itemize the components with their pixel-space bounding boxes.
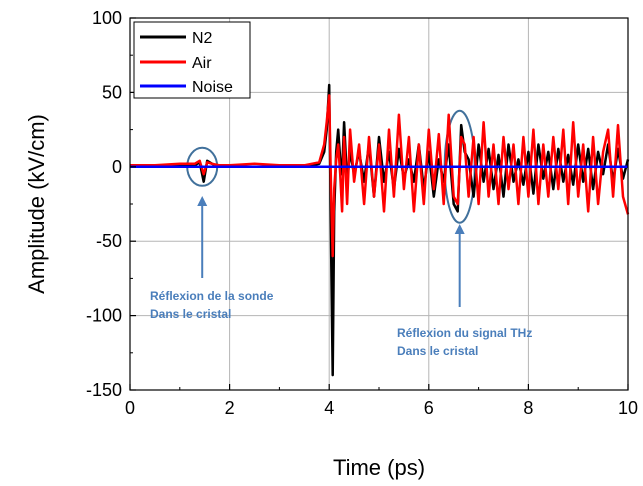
legend-label-air: Air (192, 55, 212, 72)
x-tick-label: 2 (225, 398, 235, 418)
annotation-1-line-1: Réflexion de la sonde (150, 289, 274, 303)
y-axis-title: Amplitude (kV/cm) (24, 114, 49, 294)
legend: N2 Air Noise (133, 21, 251, 99)
x-tick-label: 4 (324, 398, 334, 418)
series-lines (130, 83, 630, 377)
x-tick-label: 0 (125, 398, 135, 418)
y-tick-label: -150 (86, 380, 122, 400)
y-tick-label: 50 (102, 82, 122, 102)
ticks: 0 2 4 6 8 10 -150 -100 -50 0 50 100 (86, 8, 638, 418)
x-tick-label: 10 (618, 398, 638, 418)
annotation-1-line-2: Dans le cristal (150, 307, 231, 321)
annotation-arrowhead-1 (197, 196, 208, 206)
legend-label-noise: Noise (192, 79, 233, 96)
y-tick-label: 0 (112, 157, 122, 177)
x-axis-title: Time (ps) (333, 455, 425, 480)
annotation-arrowhead-2 (454, 224, 465, 234)
legend-label-n2: N2 (192, 30, 213, 47)
y-tick-label: -50 (96, 231, 122, 251)
annotation-2-line-2: Dans le cristal (397, 344, 478, 358)
y-tick-label: -100 (86, 306, 122, 326)
x-tick-label: 8 (523, 398, 533, 418)
x-tick-label: 6 (424, 398, 434, 418)
series-line-n2 (130, 83, 630, 377)
annotation-2-line-1: Réflexion du signal THz (397, 326, 532, 340)
y-tick-label: 100 (92, 8, 122, 28)
